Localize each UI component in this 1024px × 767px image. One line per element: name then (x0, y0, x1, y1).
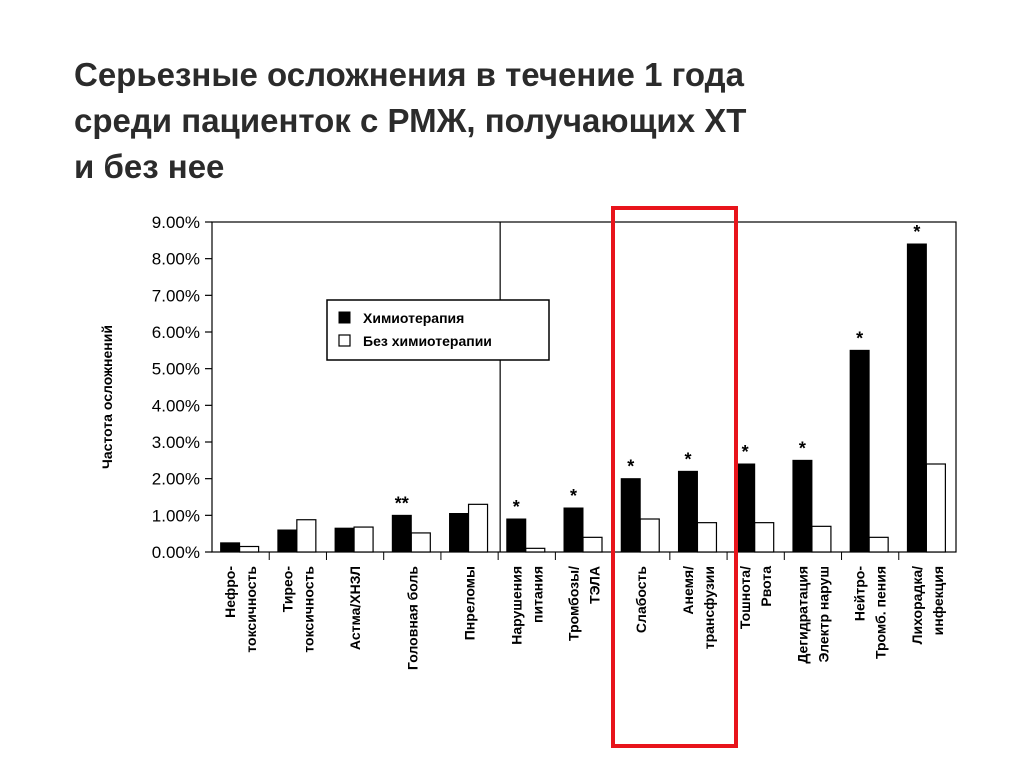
category-label-line: Нарушения (508, 566, 524, 645)
significance-marker: * (684, 449, 691, 469)
significance-marker: ** (395, 493, 409, 513)
y-tick-label: 4.00% (152, 396, 200, 415)
category-label: Нефро-токсичность (222, 566, 259, 653)
bar-no-chemo (525, 547, 546, 553)
significance-marker: * (799, 438, 806, 458)
plot-border (211, 221, 957, 553)
legend-label-no-chemo: Без химиотерапии (363, 333, 492, 349)
bar-no-chemo (868, 536, 889, 553)
significance-marker: * (570, 486, 577, 506)
category-label-line: Нейтро- (852, 566, 868, 621)
bar-chemo (391, 514, 412, 553)
highlight-box (611, 206, 738, 748)
bar-no-chemo (296, 519, 317, 553)
category-label-line: Астма/ХНЗЛ (347, 566, 363, 650)
bar-chemo (620, 478, 641, 553)
category-label-line: Тромб. пения (873, 566, 889, 659)
bar-no-chemo (582, 536, 603, 553)
slide-title-line-2: среди пациенток с РМЖ, получающих ХТ (74, 102, 747, 139)
labels: 0.00% 1.00% 2.00% 3.00% 4.00% 5.00% 6.00% 7.00%… (99, 206, 946, 748)
category-label: Лихорадка/инфекция (909, 566, 946, 644)
significance-marker: * (627, 457, 634, 477)
category-label-line: Анемя/ (680, 566, 696, 615)
category-label-line: токсичность (300, 566, 316, 653)
slide-title-line-1: Серьезные осложнения в течение 1 года (74, 56, 744, 93)
bar-chemo (563, 507, 584, 553)
y-tick-label: 3.00% (152, 433, 200, 452)
category-label-line: Лихорадка/ (909, 566, 925, 644)
category-label: Нейтро- Тромб. пения (852, 566, 889, 659)
bar-chemo (506, 518, 527, 553)
category-label-line: Электр наруш (815, 566, 831, 662)
category-label-line: Дегидратация (794, 566, 810, 664)
bars (220, 243, 946, 553)
legend-swatch-chemo (338, 311, 351, 324)
category-label-line: токсичность (243, 566, 259, 653)
significance-marker: * (856, 328, 863, 348)
category-label-line: ТЭЛА (587, 566, 603, 604)
category-label-line: инфекция (930, 566, 946, 635)
category-label: Анемя/трансфузии (680, 566, 717, 649)
category-label-line: Головная боль (404, 566, 420, 670)
category-label-line: Тошнота/ (737, 566, 753, 629)
legend-swatch-no-chemo (338, 334, 351, 347)
bar-no-chemo (811, 525, 832, 553)
category-label: Тирео-токсичность (279, 566, 316, 653)
legend: Химиотерапия Без химиотерапии (326, 299, 550, 361)
category-label: Нарушения питания (508, 566, 545, 645)
bar-chemo (906, 243, 927, 553)
y-tick-label: 2.00% (152, 470, 200, 489)
category-label-line: Тирео- (279, 566, 295, 613)
category-label-line: Пнреломы (462, 566, 478, 640)
category-label: Астма/ХНЗЛ (347, 566, 363, 650)
y-tick-label: 0.00% (152, 543, 200, 562)
y-tick-label: 8.00% (152, 250, 200, 269)
category-label: Дегидратация Электр наруш (794, 566, 831, 664)
bar-no-chemo (754, 522, 775, 553)
category-label: Тошнота/Рвота (737, 566, 774, 629)
legend-label-chemo: Химиотерапия (363, 310, 464, 326)
bar-chemo (220, 542, 241, 553)
category-label: Пнреломы (462, 566, 478, 640)
significance-marker: * (513, 497, 520, 517)
slide-title-line-3: и без нее (74, 148, 225, 185)
bar-chemo (735, 463, 756, 553)
slide-title: Серьезные осложнения в течение 1 года ср… (74, 52, 974, 190)
y-tick-label: 7.00% (152, 286, 200, 305)
category-label: Головная боль (404, 566, 420, 670)
category-label-line: питания (529, 566, 545, 623)
category-label: Слабость (633, 566, 649, 633)
bar-no-chemo (696, 522, 718, 553)
bar-no-chemo (639, 518, 660, 553)
y-axis-label: Частота осложнений (99, 325, 115, 469)
category-label-line: Нефро- (222, 566, 238, 618)
category-label-line: Тромбозы/ (566, 566, 582, 641)
y-tick-label: 1.00% (152, 506, 200, 525)
bar-chemo (449, 513, 470, 553)
bar-no-chemo (353, 526, 374, 553)
bar-chemo (277, 529, 298, 553)
bar-no-chemo (410, 532, 431, 553)
category-label: Тромбозы/ТЭЛА (566, 566, 603, 641)
bar-no-chemo (467, 503, 489, 553)
legend-box (326, 299, 550, 361)
bar-no-chemo (925, 463, 946, 553)
category-label-line: трансфузии (701, 566, 717, 649)
significance-marker: * (913, 222, 920, 242)
bar-chemo (677, 470, 698, 553)
y-tick-label: 6.00% (152, 323, 200, 342)
category-label-line: Слабость (633, 566, 649, 633)
bar-chemo (334, 527, 355, 553)
category-label-line: Рвота (758, 566, 774, 607)
y-tick-label: 9.00% (152, 213, 200, 232)
bar-chemo (792, 459, 813, 553)
y-tick-label: 5.00% (152, 360, 200, 379)
bar-chemo (849, 349, 870, 553)
significance-marker: * (742, 442, 749, 462)
bar-no-chemo (239, 545, 260, 553)
